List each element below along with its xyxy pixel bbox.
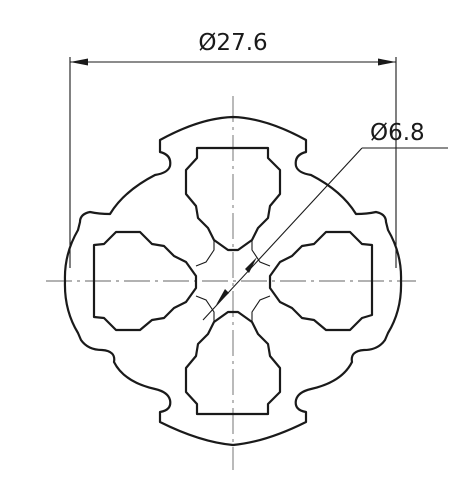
right-cavity: [268, 230, 374, 332]
left-cavity: [92, 230, 198, 332]
left-arrowhead: [70, 58, 88, 66]
center-bore-dimension: Ø6.8: [202, 120, 448, 321]
center-cross-contour: [195, 240, 271, 322]
top-cavity: [184, 146, 282, 252]
bottom-cavity: [184, 310, 282, 416]
center-lines: [46, 96, 416, 470]
outer-profile-contour: [63, 115, 403, 447]
outer-diameter-dimension: Ø27.6: [69, 30, 397, 268]
right-arrowhead: [378, 58, 396, 66]
bore-arrowhead-lower: [216, 289, 229, 305]
bore-arrowhead-upper: [245, 257, 257, 273]
outer-diameter-label: Ø27.6: [198, 30, 267, 56]
center-bore-leader-line: [202, 147, 363, 321]
center-bore-label: Ø6.8: [370, 120, 425, 146]
